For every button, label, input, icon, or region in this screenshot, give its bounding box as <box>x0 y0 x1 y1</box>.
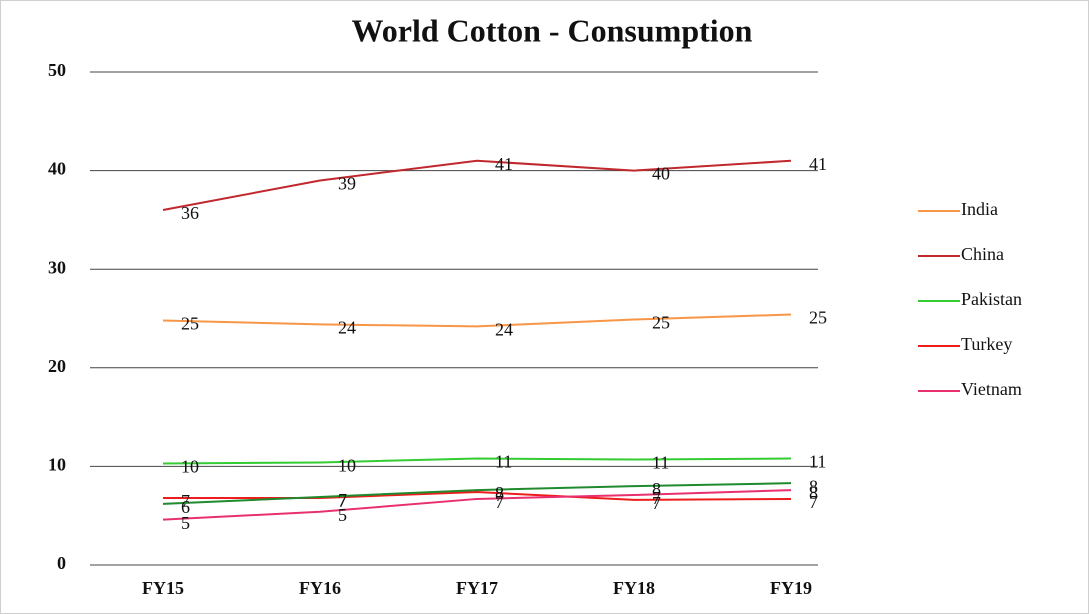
data-label: 7 <box>495 485 504 505</box>
data-label: 7 <box>338 491 347 511</box>
data-label: 11 <box>809 452 826 472</box>
y-tick-label: 0 <box>57 553 66 573</box>
series-line <box>162 313 792 328</box>
data-label: 7 <box>495 492 504 512</box>
data-label: 25 <box>652 313 670 333</box>
data-label: 8 <box>495 483 504 503</box>
data-label: 8 <box>809 476 818 496</box>
y-tick-label: 30 <box>48 257 66 277</box>
data-label: 24 <box>495 320 513 340</box>
data-label: 7 <box>338 490 347 510</box>
data-label: 11 <box>495 452 512 472</box>
data-label: 8 <box>809 483 818 503</box>
x-tick-label: FY18 <box>613 578 655 598</box>
data-label: 5 <box>181 513 190 533</box>
y-tick-label: 40 <box>48 159 66 179</box>
y-tick-label: 10 <box>48 455 66 475</box>
data-label: 25 <box>809 308 827 328</box>
data-label: 10 <box>181 457 199 477</box>
legend-label: Pakistan <box>961 289 1022 309</box>
series-line <box>162 457 792 465</box>
x-tick-label: FY15 <box>142 578 184 598</box>
data-label: 6 <box>181 497 190 517</box>
legend-label: Turkey <box>961 334 1012 354</box>
data-label: 7 <box>652 493 661 513</box>
series-line <box>162 482 792 505</box>
data-label: 40 <box>652 164 670 184</box>
series-line <box>162 159 792 212</box>
legend-label: China <box>961 244 1004 264</box>
y-tick-label: 20 <box>48 356 66 376</box>
series-line <box>163 491 792 501</box>
data-label: 25 <box>181 314 199 334</box>
data-label: 7 <box>809 492 818 512</box>
data-label: 10 <box>338 456 356 476</box>
x-tick-label: FY19 <box>770 578 812 598</box>
legend-label: Vietnam <box>961 379 1022 399</box>
data-label: 7 <box>181 491 190 511</box>
data-label: 11 <box>652 453 669 473</box>
legend-label: India <box>961 199 998 219</box>
data-label: 41 <box>809 154 827 174</box>
chart-title: World Cotton - Consumption <box>352 12 753 48</box>
y-tick-label: 50 <box>48 60 66 80</box>
data-label: 7 <box>652 488 661 508</box>
data-label: 5 <box>338 505 347 525</box>
data-label: 41 <box>495 154 513 174</box>
x-tick-label: FY16 <box>299 578 341 598</box>
data-label: 39 <box>338 174 356 194</box>
series-line <box>162 489 792 521</box>
data-label: 8 <box>652 479 661 499</box>
data-label: 36 <box>181 203 199 223</box>
data-label: 24 <box>338 318 356 338</box>
x-tick-label: FY17 <box>456 578 498 598</box>
